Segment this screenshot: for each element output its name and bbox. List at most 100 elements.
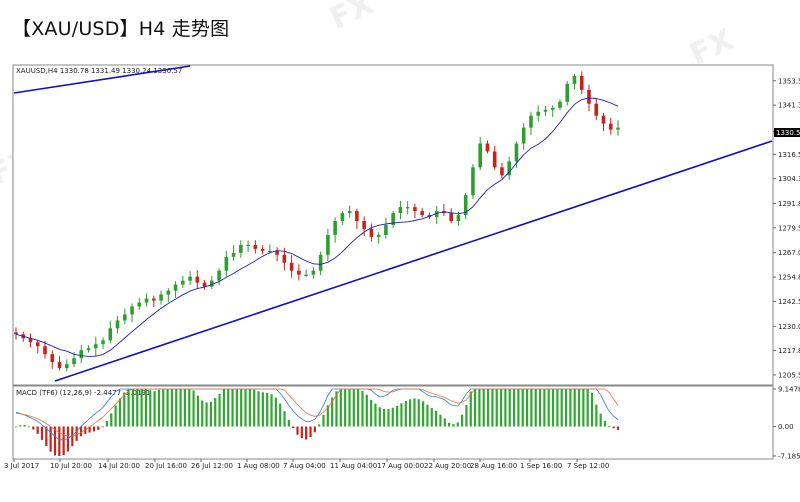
macd-histogram-bar [19,425,22,427]
candle-body [50,354,55,363]
macd-histogram-bar [261,392,264,427]
candle-body [572,75,577,84]
macd-histogram-bar [36,426,39,434]
macd-histogram-bar [183,389,187,427]
macd-histogram-bar [460,414,464,427]
candle-body [340,213,345,222]
candle-body [43,346,47,355]
macd-histogram-bar [309,426,312,438]
macd-histogram-bar [296,426,299,435]
macd-histogram-bar [452,424,455,427]
candle-body [594,103,599,116]
macd-histogram-bar [374,403,377,427]
macd-histogram-bar [569,389,572,427]
macd-histogram-bar [409,399,412,427]
candle-body [333,221,337,235]
macd-histogram-bar [608,425,611,427]
macd-histogram-bar [456,422,459,427]
macd-histogram-bar [140,389,143,427]
candle-body [181,280,185,285]
macd-histogram-bar [590,392,594,427]
macd-histogram-bar [530,389,533,427]
macd-histogram-bar [205,402,208,427]
macd-histogram-bar [365,394,368,427]
candle-body [188,276,192,281]
candle-body [64,364,69,369]
macd-histogram-bar [166,389,169,427]
candle-body [57,362,62,369]
candle-body [79,350,84,359]
candle-body [137,302,142,307]
macd-histogram-bar [603,420,607,427]
candle-body [543,109,548,112]
macd-histogram-bar [188,389,191,427]
macd-histogram-bar [88,426,91,433]
time-tick-label: 28 Aug 16:00 [470,462,517,470]
candle-body [152,298,156,301]
macd-histogram-bar [383,408,386,427]
price-tick-label: 1205.55 [778,371,800,379]
macd-histogram-bar [201,400,204,427]
macd-histogram-bar [439,414,442,427]
macd-histogram-bar [32,426,35,430]
candle-body [275,250,279,255]
time-tick-label: 1 Sep 16:00 [520,462,562,470]
macd-histogram-bar [391,407,394,427]
macd-histogram-bar [131,389,135,427]
candle-body [391,213,395,225]
candle-body [101,340,105,345]
candle-body [239,244,243,253]
macd-histogram-bar [538,389,542,427]
time-tick-label: 10 Jul 20:00 [50,462,92,470]
time-tick-label: 11 Aug 04:00 [330,462,377,470]
candle-body [14,332,18,335]
macd-histogram-bar [105,420,109,427]
candle-body [268,250,272,253]
macd-histogram-bar [231,389,234,427]
price-tick-label: 1230.05 [778,323,800,331]
candle-body [565,83,570,102]
macd-histogram-bar [447,422,451,427]
macd-histogram-bar [616,426,620,430]
price-tick-label: 1242.55 [778,298,800,306]
signal-line [15,388,619,437]
macd-histogram-bar [313,426,316,433]
macd-histogram-bar [274,397,277,427]
macd-histogram-bar [595,404,598,427]
candle-body [579,75,584,90]
macd-histogram-bar [123,392,126,427]
candle-body [86,348,91,351]
candle-body [260,248,265,251]
lower-trendline [54,140,773,382]
candle-body [130,306,134,315]
macd-histogram-bar [287,420,290,427]
candle-body [478,143,482,168]
candle-body [434,211,439,218]
macd-tick-label: 0.00 [778,423,794,431]
macd-histogram-bar [478,389,481,427]
macd-histogram-bar [101,426,104,428]
macd-histogram-bar [517,389,520,427]
macd-histogram-bar [149,390,152,427]
time-tick-label: 22 Aug 20:00 [424,462,471,470]
candle-body [550,107,555,110]
macd-histogram-bar [396,405,399,427]
macd-histogram-bar [162,389,165,427]
moving-average-line [15,97,619,357]
macd-histogram-bar [612,426,615,429]
candle-body [195,276,200,283]
macd-histogram-bar [175,389,178,427]
candle-body [311,270,316,275]
time-tick-label: 1 Aug 08:00 [237,462,280,470]
time-tick-label: 7 Sep 12:00 [567,462,609,470]
macd-histogram-bar [335,391,338,427]
macd-histogram-bar [512,389,516,427]
macd-histogram-bar [361,390,364,427]
candle-body [500,167,504,176]
macd-histogram-bar [79,426,83,437]
page-title: 【XAU/USD】H4 走势图 [12,18,230,40]
macd-histogram-bar [114,405,117,427]
macd-histogram-bar [144,389,148,427]
macd-histogram-bar [586,389,589,427]
